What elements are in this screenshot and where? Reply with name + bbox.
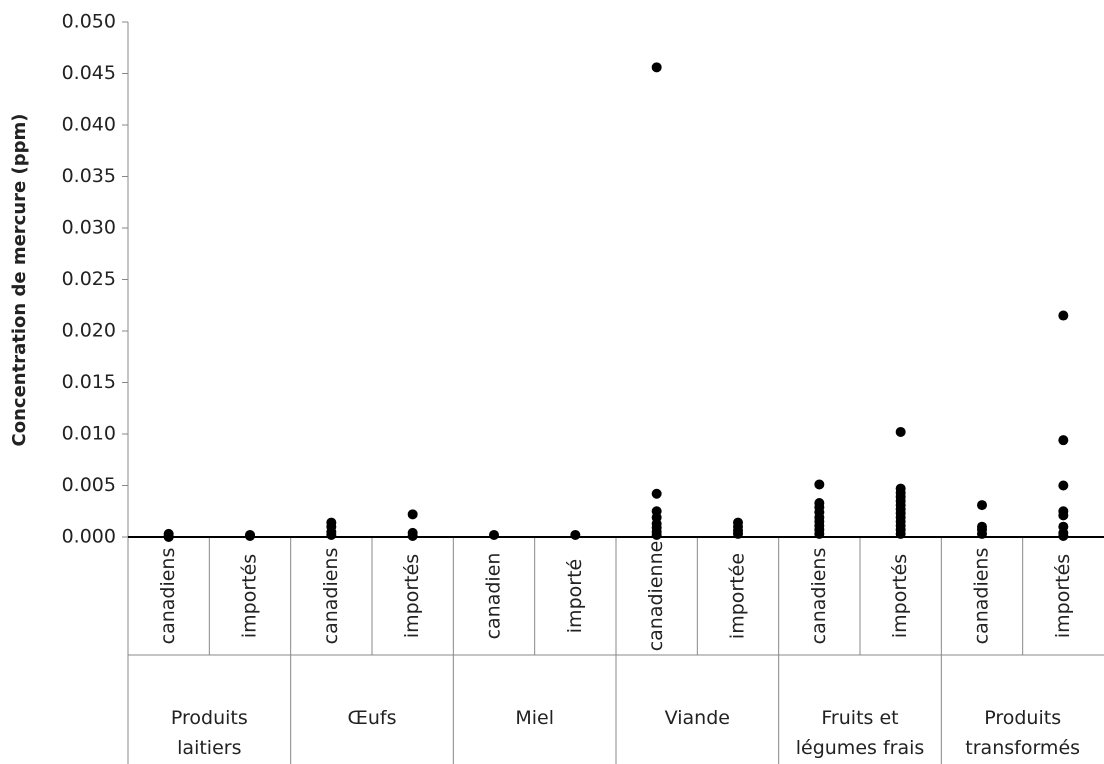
y-tick-label: 0.025 bbox=[62, 268, 116, 290]
group-label-line: Produits bbox=[984, 707, 1061, 729]
y-tick-label: 0.035 bbox=[62, 165, 116, 187]
y-tick-label: 0.000 bbox=[62, 526, 116, 548]
data-point bbox=[407, 530, 418, 541]
data-point bbox=[245, 530, 255, 541]
group-label: Produits transformés bbox=[965, 707, 1080, 759]
group-label: Viande bbox=[665, 707, 730, 729]
x-tick-label: canadiens bbox=[808, 548, 830, 645]
data-point bbox=[651, 62, 662, 73]
y-tick-label: 0.020 bbox=[62, 320, 116, 342]
data-point bbox=[489, 529, 499, 540]
data-point bbox=[1058, 510, 1069, 521]
data-point bbox=[1058, 480, 1069, 491]
x-tick-label: importés bbox=[401, 554, 423, 638]
group-label-line: légumes frais bbox=[796, 737, 925, 759]
group-label-line: Miel bbox=[515, 707, 554, 729]
data-point bbox=[814, 479, 825, 490]
group-label: Fruits et légumes frais bbox=[796, 707, 925, 759]
x-tick-label: importés bbox=[239, 554, 261, 638]
group-label: Miel bbox=[515, 707, 554, 729]
y-axis-label: Concentration de mercure (ppm) bbox=[9, 114, 30, 447]
group-label: Œufs bbox=[348, 707, 397, 729]
y-tick-label: 0.015 bbox=[62, 371, 116, 393]
x-tick-label: importés bbox=[889, 554, 911, 638]
x-tick-label: importé bbox=[564, 559, 586, 633]
x-tick-label: canadiens bbox=[320, 548, 342, 645]
x-tick-label: canadiens bbox=[157, 548, 179, 645]
y-tick-label: 0.050 bbox=[62, 11, 116, 33]
data-point bbox=[1058, 530, 1069, 541]
data-point bbox=[407, 509, 418, 520]
x-tick-label: canadiens bbox=[971, 548, 993, 645]
group-label-line: Viande bbox=[665, 707, 730, 729]
data-point bbox=[570, 529, 581, 540]
x-tick-label: canadien bbox=[483, 553, 505, 640]
group-label-line: Produits bbox=[171, 707, 248, 729]
data-point bbox=[977, 500, 987, 511]
x-tick-label: importée bbox=[727, 553, 749, 639]
data-point bbox=[326, 529, 337, 540]
data-point bbox=[1058, 310, 1069, 321]
y-tick-label: 0.045 bbox=[62, 62, 116, 84]
group-label-line: laitiers bbox=[177, 737, 241, 759]
data-point bbox=[651, 529, 662, 540]
y-tick-label: 0.040 bbox=[62, 114, 116, 136]
group-label: Produits laitiers bbox=[171, 707, 248, 759]
y-tick-label: 0.030 bbox=[62, 217, 116, 239]
group-label-line: Fruits et bbox=[821, 707, 898, 729]
group-label-line: transformés bbox=[965, 737, 1080, 759]
y-tick-label: 0.010 bbox=[62, 423, 116, 445]
y-tick-label: 0.005 bbox=[62, 474, 116, 496]
x-tick-label: importés bbox=[1052, 554, 1074, 638]
data-point bbox=[895, 426, 906, 437]
x-tick-label: canadienne bbox=[645, 541, 667, 652]
data-point bbox=[1058, 435, 1069, 446]
data-point bbox=[651, 488, 662, 499]
group-label-line: Œufs bbox=[348, 707, 397, 729]
